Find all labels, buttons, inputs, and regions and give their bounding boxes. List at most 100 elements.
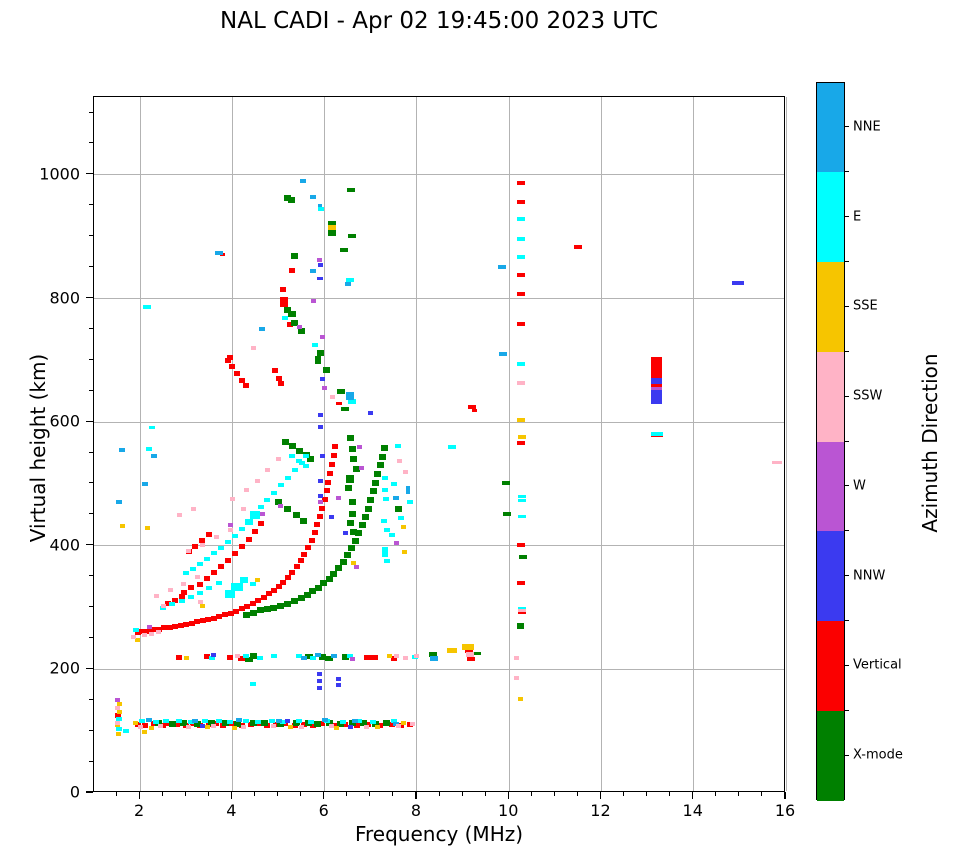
x-tick-minor [461,792,463,796]
data-point-vertical [317,514,324,520]
data-point-x-mode [519,554,528,559]
data-point-vertical [244,603,251,609]
data-point-vertical [651,365,663,373]
data-point-ssw [149,631,155,636]
data-point-ssw [186,549,192,554]
data-point-x-mode [291,598,299,605]
data-point-ssw [513,676,519,681]
data-point-x-mode [327,220,336,226]
data-point-x-mode [233,720,241,727]
data-point-e [370,719,377,724]
data-point-sse [446,648,457,654]
data-point-ssw [518,609,527,613]
y-tick-major [86,420,93,422]
data-point-x-mode [472,652,481,656]
data-point-vertical [287,321,294,327]
data-point-sse [401,549,407,554]
y-tick-minor [89,142,93,144]
data-point-ssw [176,512,182,517]
data-point-sse [149,726,155,731]
data-point-nne [330,653,337,658]
data-point-vertical [329,462,336,468]
gridline-y [94,545,784,547]
data-point-x-mode [244,656,253,662]
data-point-e [346,277,355,282]
data-point-vertical [199,538,206,544]
data-point-sse [461,643,474,650]
data-point-nne [499,352,508,357]
data-point-x-mode [316,349,324,356]
data-point-vertical [377,722,384,728]
data-point-x-mode [261,719,269,726]
data-point-vertical [174,721,181,727]
x-tick-label: 2 [134,801,145,820]
data-point-vertical [651,356,663,364]
data-point-e [217,545,224,550]
data-point-e [231,582,243,591]
data-point-e [132,628,139,633]
colorbar-tick [845,620,849,621]
data-point-vertical [516,200,525,205]
data-point-w [353,564,359,569]
data-point-ssw [396,459,402,464]
data-point-vertical [144,628,151,634]
x-tick-minor [761,792,763,796]
data-point-vertical [353,722,360,728]
data-point-vertical [467,656,476,661]
colorbar-segment-nne [817,83,844,174]
data-point-e [518,515,527,519]
data-point-nnw [199,724,205,729]
data-point-nnw [336,682,341,687]
data-point-vertical [155,626,162,632]
data-point-vertical [183,621,190,627]
colorbar-tick [845,261,849,262]
y-tick-label: 200 [49,658,80,678]
data-point-x-mode [339,558,347,565]
data-point-x-mode [180,719,188,726]
data-point-nne [310,194,317,199]
data-point-e [244,519,253,526]
data-point-w [336,495,341,500]
data-point-x-mode [298,595,306,602]
colorbar-tick [845,575,849,577]
data-point-x-mode [347,545,355,552]
colorbar-tick [845,440,849,442]
data-point-sse [518,434,527,439]
plot-area [93,96,787,792]
data-point-x-mode [293,511,301,518]
data-point-e [307,719,314,724]
data-point-vertical [141,722,148,728]
data-point-ssw [153,594,159,599]
data-point-vertical [277,381,284,387]
data-point-e [227,719,234,724]
y-tick-label: 0 [69,782,80,802]
data-point-vertical [231,551,238,557]
data-point-nne [150,453,157,458]
data-point-ssw [241,506,247,511]
data-point-x-mode [304,653,313,659]
data-point-vertical [301,551,308,557]
colorbar-segment-x-mode [817,710,844,801]
data-point-e [388,532,395,537]
data-point-e [516,236,525,241]
data-point-e [116,726,123,731]
data-point-vertical [275,584,282,590]
data-point-ssw [137,724,143,729]
data-point-x-mode [348,499,356,506]
data-point-e [201,719,208,724]
data-point-vertical [518,612,527,615]
data-point-e [390,481,397,486]
data-point-vertical [234,371,240,377]
data-point-x-mode [367,497,375,503]
data-point-e [348,399,357,405]
data-point-sse [400,525,406,530]
data-point-e [518,499,527,503]
data-point-vertical [275,376,282,382]
data-point-vertical [227,610,234,616]
data-point-e [243,653,250,658]
x-tick-minor [277,792,279,796]
data-point-vertical [255,598,262,604]
y-tick-minor [89,266,93,268]
data-point-nnw [318,478,324,483]
x-tick-label: 14 [682,801,703,820]
